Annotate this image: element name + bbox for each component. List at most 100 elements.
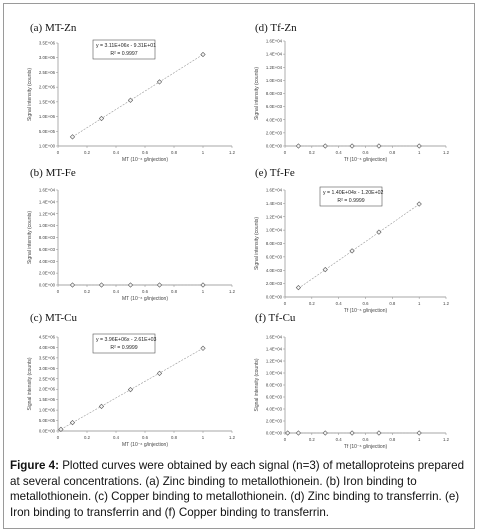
y-tick-label: 2.0E+03 <box>266 130 283 135</box>
data-point <box>98 115 105 122</box>
y-tick-label: 1.2E+04 <box>266 214 283 219</box>
y-tick-label: 1.0E+00 <box>39 144 56 149</box>
y-tick-label: 2.5E+06 <box>39 70 56 75</box>
y-tick-label: 6.0E+03 <box>266 395 283 400</box>
x-tick-label: 0.4 <box>336 301 343 306</box>
y-tick-label: 2.0E+06 <box>39 85 56 90</box>
y-tick-label: 8.0E+03 <box>266 241 283 246</box>
y-tick-label: 0.0E+00 <box>266 431 283 436</box>
data-point <box>416 201 422 207</box>
r-squared: R² = 0.9997 <box>110 51 137 57</box>
x-tick-label: 0.2 <box>309 437 316 442</box>
x-tick-label: 1.2 <box>443 301 450 306</box>
y-tick-label: 1.0E+06 <box>39 114 56 119</box>
chart-panel-2: (d) Tf-Zn 0.0E+00 2.0E+03 4.0E+03 6.0E+03 8.0… <box>254 22 450 163</box>
data-point <box>127 387 134 393</box>
y-tick-label: 2.5E+06 <box>39 376 56 381</box>
panel-title: (a) MT-Zn <box>30 22 77 34</box>
y-tick-label: 4.0E+06 <box>39 345 56 350</box>
panel-title: (f) Tf-Cu <box>255 312 296 324</box>
data-point <box>349 430 355 436</box>
y-axis-label: Signal intensity (counts) <box>27 68 33 121</box>
data-point <box>127 282 134 288</box>
y-axis-label: Signal intensity (counts) <box>254 217 260 270</box>
equation-box <box>92 39 156 60</box>
r-squared: R² = 0.9999 <box>110 345 137 351</box>
data-point <box>376 229 382 235</box>
figure-frame <box>3 3 475 529</box>
x-tick-label: 0.2 <box>84 435 91 440</box>
data-point <box>295 143 302 149</box>
x-tick-label: 0.6 <box>363 301 370 306</box>
x-tick-label: 0.6 <box>142 150 149 155</box>
y-tick-label: 2.0E+03 <box>39 271 56 276</box>
chart-panel-4: (e) Tf-Fe 0.0E+00 2.0E+03 4.0E+03 6.0E+03 8.0… <box>254 167 450 314</box>
x-axis-label: Tf (10⁻⁶ g/injection) <box>344 157 388 163</box>
data-point <box>349 143 355 149</box>
x-tick-label: 0.4 <box>336 437 343 442</box>
data-point <box>69 420 76 426</box>
x-tick-label: 0.4 <box>113 289 120 294</box>
trendline-equation: y = 1.40E+04x - 1.20E+02 <box>323 190 384 196</box>
x-tick-label: 0.6 <box>363 150 370 155</box>
y-tick-label: 2.0E+03 <box>266 419 283 424</box>
x-tick-label: 1 <box>202 289 205 294</box>
y-axis-label: Signal intensity (counts) <box>254 358 260 411</box>
x-tick-label: 0.8 <box>389 301 396 306</box>
y-tick-label: 1.0E+04 <box>39 223 56 228</box>
data-point <box>156 79 163 85</box>
y-tick-label: 1.6E+04 <box>266 39 283 44</box>
trendline <box>298 203 420 289</box>
x-tick-label: 1 <box>202 150 205 155</box>
x-axis-label: MT (10⁻⁶ g/injection) <box>122 442 168 448</box>
data-point <box>349 248 355 254</box>
y-tick-label: 5.0E+05 <box>39 129 56 134</box>
x-tick-label: 0.4 <box>113 435 120 440</box>
x-tick-label: 0 <box>57 289 60 294</box>
y-tick-label: 1.6E+04 <box>266 335 283 340</box>
data-point <box>156 282 163 288</box>
x-axis-label: Tf (10⁻⁶ g/injection) <box>344 308 388 314</box>
y-tick-label: 1.6E+04 <box>39 188 56 193</box>
caption-label: Figure 4: <box>10 459 59 472</box>
chart-panel-3: (b) MT-Fe 0.0E+00 2.0E+03 4.0E+03 6.0E+03 8.0… <box>27 167 236 302</box>
x-tick-label: 0.6 <box>142 289 149 294</box>
y-tick-label: 1.4E+04 <box>266 52 283 57</box>
y-tick-label: 0.0E+00 <box>266 295 283 300</box>
y-tick-label: 1.5E+06 <box>39 397 56 402</box>
data-point <box>200 282 206 288</box>
data-point <box>416 143 422 149</box>
y-tick-label: 8.0E+03 <box>266 383 283 388</box>
x-tick-label: 1.2 <box>229 289 236 294</box>
y-tick-label: 4.5E+06 <box>39 335 56 340</box>
figure-plots: (a) MT-Zn 1.0E+00 5.0E+05 1.0E+06 1.5E+06 2.0… <box>27 22 450 450</box>
y-tick-label: 1.4E+04 <box>39 199 56 204</box>
trendline <box>60 348 204 430</box>
y-tick-label: 2.0E+06 <box>39 387 56 392</box>
chart-panel-6: (f) Tf-Cu 0.0E+00 2.0E+03 4.0E+03 6.0E+03 8.0… <box>254 312 450 450</box>
y-tick-label: 1.4E+04 <box>266 201 283 206</box>
x-axis-label: MT (10⁻⁶ g/injection) <box>122 157 168 163</box>
x-tick-label: 1 <box>418 301 421 306</box>
x-tick-label: 0.8 <box>171 289 178 294</box>
y-tick-label: 3.0E+06 <box>39 55 56 60</box>
x-tick-label: 0.8 <box>389 150 396 155</box>
x-tick-label: 0.2 <box>309 301 316 306</box>
x-tick-label: 0 <box>284 301 287 306</box>
data-point <box>322 143 328 149</box>
x-tick-label: 0 <box>57 435 60 440</box>
y-tick-label: 3.0E+06 <box>39 366 56 371</box>
y-tick-label: 8.0E+03 <box>39 235 56 240</box>
y-tick-label: 4.0E+03 <box>266 268 283 273</box>
y-tick-label: 1.0E+06 <box>39 408 56 413</box>
x-tick-label: 0.8 <box>171 150 178 155</box>
r-squared: R² = 0.9999 <box>337 198 364 204</box>
data-point <box>322 266 328 273</box>
data-point <box>98 403 105 409</box>
y-tick-label: 1.6E+04 <box>266 188 283 193</box>
x-tick-label: 0.4 <box>113 150 120 155</box>
chart-panel-1: (a) MT-Zn 1.0E+00 5.0E+05 1.0E+06 1.5E+06 2.0… <box>27 22 236 163</box>
y-tick-label: 2.0E+03 <box>266 281 283 286</box>
y-tick-label: 4.0E+03 <box>266 117 283 122</box>
data-point <box>127 97 134 103</box>
